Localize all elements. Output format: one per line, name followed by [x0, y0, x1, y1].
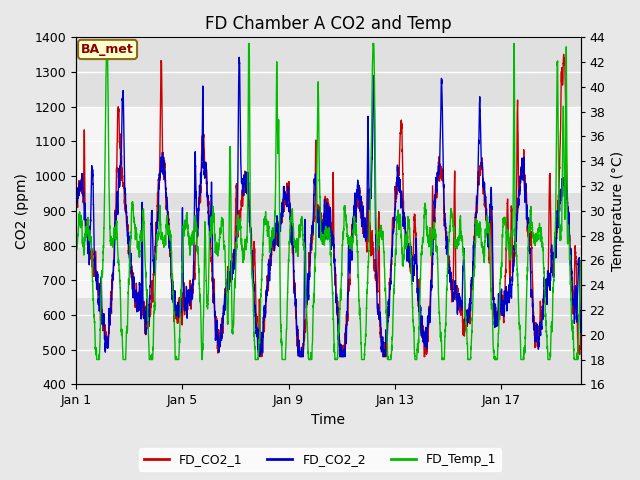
FD_CO2_2	[232, 246, 239, 252]
FD_Temp_1	[232, 262, 239, 267]
FD_Temp_1	[192, 221, 200, 227]
Line: FD_Temp_1: FD_Temp_1	[76, 44, 580, 360]
FD_CO2_1	[310, 216, 318, 222]
FD_CO2_1	[577, 330, 584, 336]
FD_CO2_2	[192, 171, 200, 177]
FD_CO2_2	[315, 224, 323, 229]
FD_CO2_2	[72, 195, 80, 201]
FD_Temp_1	[526, 215, 534, 221]
Y-axis label: Temperature (°C): Temperature (°C)	[611, 151, 625, 271]
FD_Temp_1	[209, 220, 216, 226]
Legend: FD_CO2_1, FD_CO2_2, FD_Temp_1: FD_CO2_1, FD_CO2_2, FD_Temp_1	[139, 448, 501, 471]
FD_CO2_2	[209, 223, 216, 228]
FD_CO2_2	[255, 354, 263, 360]
FD_Temp_1	[93, 357, 100, 362]
FD_Temp_1	[103, 41, 111, 47]
FD_Temp_1	[315, 137, 323, 143]
FD_Temp_1	[577, 258, 584, 264]
FD_CO2_1	[257, 354, 264, 360]
FD_CO2_1	[209, 277, 216, 283]
FD_Temp_1	[310, 271, 318, 277]
Y-axis label: CO2 (ppm): CO2 (ppm)	[15, 173, 29, 249]
FD_CO2_2	[577, 329, 584, 335]
X-axis label: Time: Time	[311, 413, 346, 427]
FD_Temp_1	[72, 242, 80, 248]
Bar	[76, 37, 580, 107]
FD_CO2_1	[315, 209, 323, 215]
Bar	[76, 298, 580, 384]
Title: FD Chamber A CO2 and Temp: FD Chamber A CO2 and Temp	[205, 15, 452, 33]
Line: FD_CO2_2: FD_CO2_2	[76, 58, 580, 357]
FD_CO2_1	[560, 51, 568, 57]
FD_CO2_1	[526, 226, 534, 231]
FD_CO2_1	[72, 186, 80, 192]
FD_CO2_2	[310, 180, 318, 186]
FD_CO2_1	[192, 248, 200, 253]
Bar	[76, 193, 580, 263]
FD_CO2_2	[236, 55, 243, 60]
FD_CO2_1	[232, 207, 239, 213]
Line: FD_CO2_1: FD_CO2_1	[76, 54, 580, 357]
Text: BA_met: BA_met	[81, 43, 134, 56]
FD_CO2_2	[526, 249, 534, 255]
